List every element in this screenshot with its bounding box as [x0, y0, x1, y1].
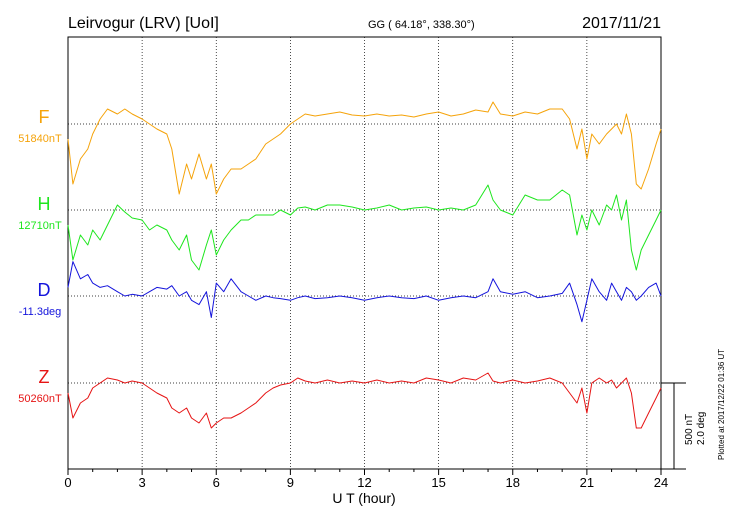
station-title: Leirvogur (LRV) [UoI]: [68, 15, 219, 32]
series-traces: [67, 101, 662, 429]
x-tick-label: 21: [580, 475, 594, 490]
date-label: 2017/11/21: [582, 15, 661, 32]
series-line-f: [67, 101, 662, 195]
series-line-z: [67, 372, 662, 429]
series-base-z: 50260nT: [18, 393, 62, 405]
series-base-h: 12710nT: [18, 220, 62, 232]
series-label-z: Z: [39, 367, 50, 387]
x-tick-label: 9: [287, 475, 294, 490]
series-line-h: [67, 184, 662, 271]
x-tick-label: 12: [357, 475, 371, 490]
plotted-note: Plotted at 2017/12/22 01:36 UT: [717, 349, 726, 460]
series-label-d: D: [38, 280, 51, 300]
x-axis-ticks: 0 3 6 9 12 15 18 21 24: [64, 469, 668, 490]
series-label-f: F: [39, 107, 50, 127]
series-labels: F 51840nT H 12710nT D -11.3deg Z 50260nT: [18, 107, 62, 405]
series-base-f: 51840nT: [18, 133, 62, 145]
x-tick-label: 0: [64, 475, 71, 490]
grid: [141, 37, 588, 469]
x-tick-label: 3: [139, 475, 146, 490]
scale-bar-deg: 2.0 deg: [696, 412, 707, 445]
series-label-h: H: [38, 194, 51, 214]
x-tick-label: 24: [654, 475, 668, 490]
scale-bar-nt: 500 nT: [684, 414, 695, 445]
x-tick-label: 18: [506, 475, 520, 490]
series-line-d: [67, 261, 662, 323]
x-tick-label: 15: [431, 475, 445, 490]
x-tick-label: 6: [213, 475, 220, 490]
scale-bar: 500 nT 2.0 deg: [661, 382, 707, 470]
station-coordinates: GG ( 64.18°, 338.30°): [368, 19, 475, 31]
series-base-d: -11.3deg: [19, 306, 62, 318]
x-axis-label: U T (hour): [332, 490, 395, 506]
